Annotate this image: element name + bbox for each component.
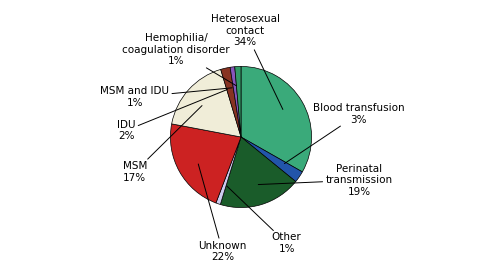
Text: Hemophilia/
coagulation disorder
1%: Hemophilia/ coagulation disorder 1% <box>122 33 236 86</box>
Text: Perinatal
transmission
19%: Perinatal transmission 19% <box>258 164 392 197</box>
Wedge shape <box>220 137 296 208</box>
Text: MSM and IDU
1%: MSM and IDU 1% <box>100 86 232 108</box>
Wedge shape <box>230 67 241 137</box>
Text: Heterosexual
contact
34%: Heterosexual contact 34% <box>211 14 283 109</box>
Wedge shape <box>172 69 241 137</box>
Wedge shape <box>216 137 241 204</box>
Wedge shape <box>241 66 311 172</box>
Wedge shape <box>221 67 241 137</box>
Text: MSM
17%: MSM 17% <box>122 105 202 183</box>
Text: IDU
2%: IDU 2% <box>117 89 228 141</box>
Text: Other
1%: Other 1% <box>227 186 302 254</box>
Wedge shape <box>235 66 241 137</box>
Text: Blood transfusion
3%: Blood transfusion 3% <box>284 103 405 164</box>
Wedge shape <box>241 137 302 182</box>
Wedge shape <box>171 124 241 203</box>
Text: Unknown
22%: Unknown 22% <box>198 164 247 262</box>
